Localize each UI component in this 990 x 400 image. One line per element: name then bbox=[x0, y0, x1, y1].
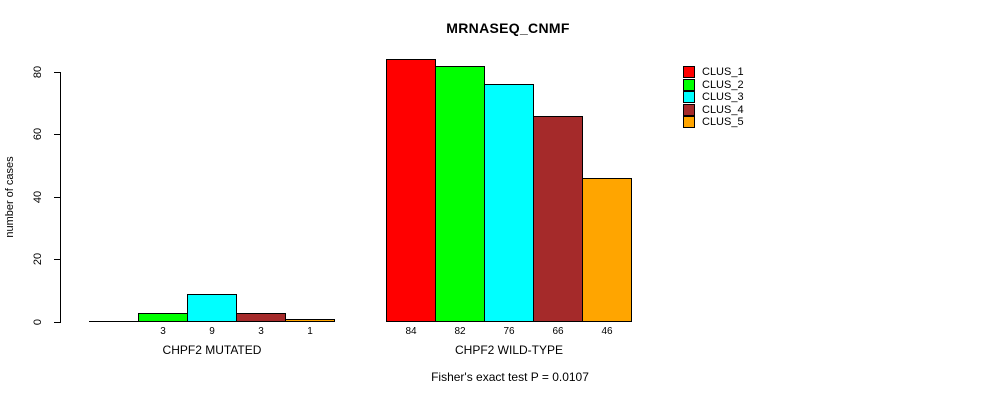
y-tick-label: 0 bbox=[32, 318, 44, 326]
y-tick bbox=[54, 197, 61, 198]
y-tick bbox=[54, 259, 61, 260]
fisher-test-annotation: Fisher's exact test P = 0.0107 bbox=[431, 370, 589, 384]
bar-clus-1-chpf2-wild-type bbox=[386, 59, 436, 322]
legend-label: CLUS_4 bbox=[702, 104, 744, 116]
group-label-mutated: CHPF2 MUTATED bbox=[162, 343, 262, 357]
y-axis-title: number of cases bbox=[4, 156, 16, 238]
legend-label: CLUS_2 bbox=[702, 79, 744, 91]
legend-item: CLUS_2 bbox=[683, 79, 744, 91]
y-tick-label: 40 bbox=[32, 190, 44, 204]
y-tick bbox=[54, 72, 61, 73]
bar-value-label: 82 bbox=[454, 326, 466, 337]
bar-clus-2-chpf2-wild-type bbox=[435, 66, 485, 322]
y-tick-label: 80 bbox=[32, 65, 44, 79]
legend-swatch-clus-3 bbox=[683, 91, 695, 103]
bar-clus-3-chpf2-wild-type bbox=[484, 84, 534, 322]
bar-value-label: 66 bbox=[552, 326, 564, 337]
legend: CLUS_1 CLUS_2 CLUS_3 CLUS_4 CLUS_5 bbox=[683, 66, 793, 136]
legend-item: CLUS_1 bbox=[683, 66, 744, 78]
bar-clus-4-chpf2-mutated bbox=[236, 313, 286, 322]
bar-value-label: 9 bbox=[209, 326, 215, 337]
legend-swatch-clus-2 bbox=[683, 79, 695, 91]
legend-swatch-clus-5 bbox=[683, 116, 695, 128]
y-tick bbox=[54, 134, 61, 135]
chart-title: MRNASEQ_CNMF bbox=[446, 20, 570, 36]
legend-swatch-clus-4 bbox=[683, 104, 695, 116]
bar-value-label: 76 bbox=[503, 326, 515, 337]
bar-clus-1-chpf2-mutated bbox=[89, 321, 139, 322]
legend-label: CLUS_1 bbox=[702, 66, 744, 78]
bar-value-label: 1 bbox=[307, 326, 313, 337]
bar-clus-4-chpf2-wild-type bbox=[533, 116, 583, 322]
y-tick-label: 20 bbox=[32, 252, 44, 266]
bar-value-label: 3 bbox=[160, 326, 166, 337]
y-tick bbox=[54, 322, 61, 323]
bar-clus-2-chpf2-mutated bbox=[138, 313, 188, 322]
legend-label: CLUS_3 bbox=[702, 91, 744, 103]
legend-item: CLUS_5 bbox=[683, 116, 744, 128]
bar-clus-5-chpf2-wild-type bbox=[582, 178, 632, 322]
group-label-wild-type: CHPF2 WILD-TYPE bbox=[454, 343, 563, 357]
bar-clus-3-chpf2-mutated bbox=[187, 294, 237, 322]
y-tick-label: 60 bbox=[32, 127, 44, 141]
legend-item: CLUS_4 bbox=[683, 104, 744, 116]
legend-item: CLUS_3 bbox=[683, 91, 744, 103]
bar-value-label: 46 bbox=[601, 326, 613, 337]
bar-value-label: 3 bbox=[258, 326, 264, 337]
bar-clus-5-chpf2-mutated bbox=[285, 319, 335, 322]
legend-swatch-clus-1 bbox=[683, 66, 695, 78]
legend-label: CLUS_5 bbox=[702, 116, 744, 128]
bar-value-label: 84 bbox=[405, 326, 417, 337]
